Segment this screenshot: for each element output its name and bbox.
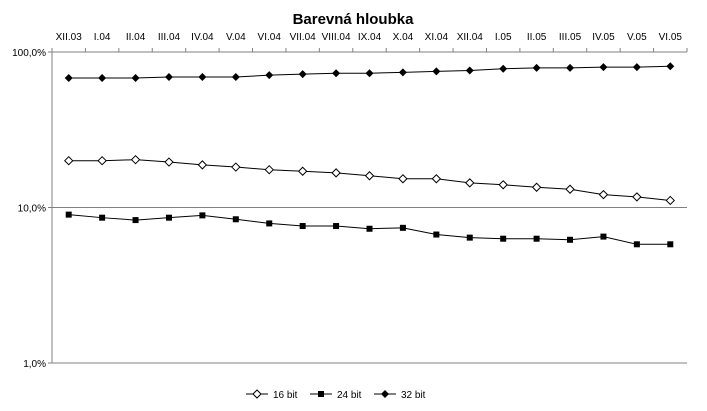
point-24-bit-5	[232, 216, 239, 223]
point-16-bit-12	[465, 178, 475, 188]
x-tick-label-14: II.05	[527, 32, 547, 43]
point-16-bit-9	[364, 171, 375, 181]
point-16-bit-3	[164, 157, 174, 167]
y-tick-label-0: 1,0%	[23, 359, 46, 370]
legend-label-32-bit: 32 bit	[401, 390, 426, 401]
legend: 16 bit 24 bit 32 bit	[246, 389, 426, 401]
point-16-bit-14	[531, 182, 542, 192]
point-16-bit-2	[130, 154, 141, 165]
x-tick-label-1: I.04	[94, 32, 111, 43]
point-32-bit-6	[265, 71, 274, 80]
point-32-bit-15	[566, 63, 575, 72]
point-16-bit-6	[264, 165, 274, 175]
point-24-bit-14	[533, 235, 540, 242]
point-24-bit-12	[466, 234, 473, 241]
point-32-bit-16	[599, 63, 608, 72]
point-24-bit-18	[667, 241, 674, 248]
point-32-bit-4	[198, 73, 207, 82]
plot-area: 1,0% 10,0% 100,0% XII.03 I.04 II.04 III.04 IV.0…	[12, 32, 688, 370]
point-32-bit-3	[164, 73, 173, 82]
point-32-bit-8	[332, 69, 341, 78]
point-16-bit-10	[398, 174, 408, 184]
point-24-bit-0	[65, 211, 72, 218]
legend-label-24-bit: 24 bit	[337, 390, 362, 401]
x-tick-label-18: VI.05	[659, 32, 683, 43]
point-24-bit-11	[433, 231, 440, 238]
point-32-bit-7	[298, 70, 307, 79]
point-32-bit-17	[632, 63, 641, 72]
point-24-bit-17	[633, 241, 640, 248]
x-tick-label-8: VIII.04	[322, 32, 351, 43]
legend-marker-16-bit	[252, 389, 262, 399]
point-32-bit-12	[465, 66, 474, 75]
point-16-bit-11	[431, 174, 442, 184]
point-16-bit-8	[331, 168, 341, 178]
point-32-bit-18	[666, 62, 675, 71]
y-tick-label-1: 10,0%	[18, 204, 46, 215]
point-24-bit-4	[199, 212, 206, 219]
point-24-bit-3	[165, 214, 172, 221]
point-16-bit-15	[565, 184, 575, 194]
point-24-bit-2	[132, 217, 139, 224]
x-tick-label-15: III.05	[559, 32, 582, 43]
point-24-bit-1	[99, 214, 106, 221]
point-16-bit-17	[632, 192, 642, 202]
point-24-bit-13	[500, 235, 507, 242]
point-24-bit-8	[333, 223, 340, 230]
point-32-bit-13	[499, 64, 508, 73]
x-tick-label-12: XII.04	[457, 32, 484, 43]
point-24-bit-15	[567, 236, 574, 243]
point-24-bit-9	[366, 225, 373, 232]
x-tick-label-0: XII.03	[56, 32, 83, 43]
point-32-bit-11	[432, 67, 441, 76]
point-24-bit-6	[266, 220, 273, 227]
x-tick-label-2: II.04	[126, 32, 146, 43]
point-32-bit-9	[365, 69, 374, 78]
x-tick-label-16: IV.05	[592, 32, 615, 43]
x-tick-label-11: XI.04	[425, 32, 449, 43]
point-16-bit-18	[665, 195, 675, 206]
x-tick-label-4: IV.04	[191, 32, 214, 43]
point-24-bit-7	[299, 223, 306, 230]
point-16-bit-5	[231, 162, 241, 172]
point-24-bit-16	[600, 233, 607, 240]
x-tick-label-5: V.04	[226, 32, 246, 43]
point-16-bit-13	[498, 180, 508, 190]
point-16-bit-16	[598, 189, 609, 200]
x-tick-label-10: X.04	[393, 32, 414, 43]
x-tick-label-13: I.05	[495, 32, 512, 43]
point-32-bit-0	[64, 74, 73, 83]
x-tick-label-9: IX.04	[358, 32, 382, 43]
point-32-bit-14	[532, 63, 541, 72]
point-32-bit-10	[398, 68, 407, 77]
x-tick-label-3: III.04	[158, 32, 181, 43]
point-16-bit-4	[197, 160, 208, 170]
x-tick-label-6: VI.04	[258, 32, 282, 43]
point-32-bit-5	[231, 73, 240, 82]
x-tick-label-17: V.05	[627, 32, 647, 43]
point-16-bit-0	[64, 155, 74, 166]
point-16-bit-7	[297, 166, 308, 176]
y-tick-label-2: 100,0%	[12, 48, 46, 59]
point-16-bit-1	[97, 155, 107, 166]
x-tick-label-7: VII.04	[290, 32, 317, 43]
point-32-bit-1	[98, 74, 107, 83]
legend-marker-24-bit	[318, 391, 324, 397]
legend-marker-32-bit	[381, 390, 389, 398]
legend-label-16-bit: 16 bit	[273, 390, 298, 401]
chart-title: Barevná hloubka	[293, 11, 415, 28]
point-24-bit-10	[399, 224, 406, 231]
point-32-bit-2	[131, 74, 140, 83]
